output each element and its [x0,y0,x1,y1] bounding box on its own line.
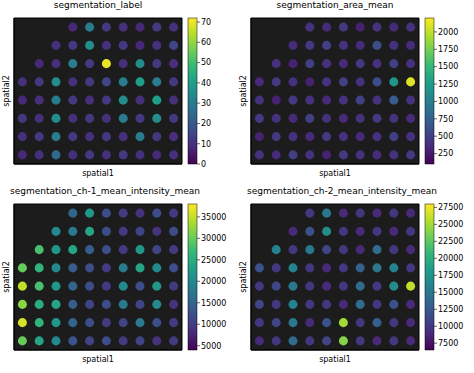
svg-text:27500: 27500 [438,203,463,212]
svg-text:15000: 15000 [438,288,463,297]
svg-text:spatial1: spatial1 [319,169,351,178]
svg-text:750: 750 [438,115,453,124]
html-text:segmentation_label: segmentation_label [53,0,143,10]
svg-text:35000: 35000 [201,213,226,222]
svg-text:50: 50 [201,58,211,67]
svg-text:12500: 12500 [438,305,463,314]
svg-text:1000: 1000 [438,97,458,106]
svg-text:0: 0 [201,160,206,169]
svg-text:40: 40 [201,79,211,88]
svg-text:10000: 10000 [201,320,226,329]
svg-text:1250: 1250 [438,80,458,89]
svg-text:60: 60 [201,38,211,47]
svg-text:spatial2: spatial2 [2,261,11,293]
svg-text:7500: 7500 [438,339,458,348]
svg-text:500: 500 [438,132,453,141]
svg-text:spatial1: spatial1 [82,169,114,178]
svg-text:15000: 15000 [201,299,226,308]
svg-text:spatial1: spatial1 [82,355,114,364]
svg-text:30: 30 [201,99,211,108]
svg-text:20: 20 [201,119,211,128]
html-text:segmentation_area_mean: segmentation_area_mean [276,0,394,10]
svg-text:17500: 17500 [438,271,463,280]
svg-text:20000: 20000 [438,254,463,263]
svg-text:spatial2: spatial2 [2,75,11,107]
svg-text:spatial2: spatial2 [239,75,248,107]
svg-text:5000: 5000 [201,342,221,351]
svg-text:20000: 20000 [201,277,226,286]
svg-text:10: 10 [201,140,211,149]
svg-text:1750: 1750 [438,45,458,54]
html-text:segmentation_ch-1_mean_intensi: segmentation_ch-1_mean_intensity_mean [10,186,200,196]
svg-text:2000: 2000 [438,28,458,37]
svg-text:10000: 10000 [438,322,463,331]
svg-text:70: 70 [201,18,211,27]
svg-text:spatial1: spatial1 [319,355,351,364]
svg-text:30000: 30000 [201,234,226,243]
svg-text:250: 250 [438,149,453,158]
svg-text:22500: 22500 [438,237,463,246]
svg-text:spatial2: spatial2 [239,261,248,293]
svg-text:1500: 1500 [438,62,458,71]
svg-text:25000: 25000 [201,256,226,265]
svg-text:25000: 25000 [438,220,463,229]
html-text:segmentation_ch-2_mean_intensi: segmentation_ch-2_mean_intensity_mean [247,186,437,196]
